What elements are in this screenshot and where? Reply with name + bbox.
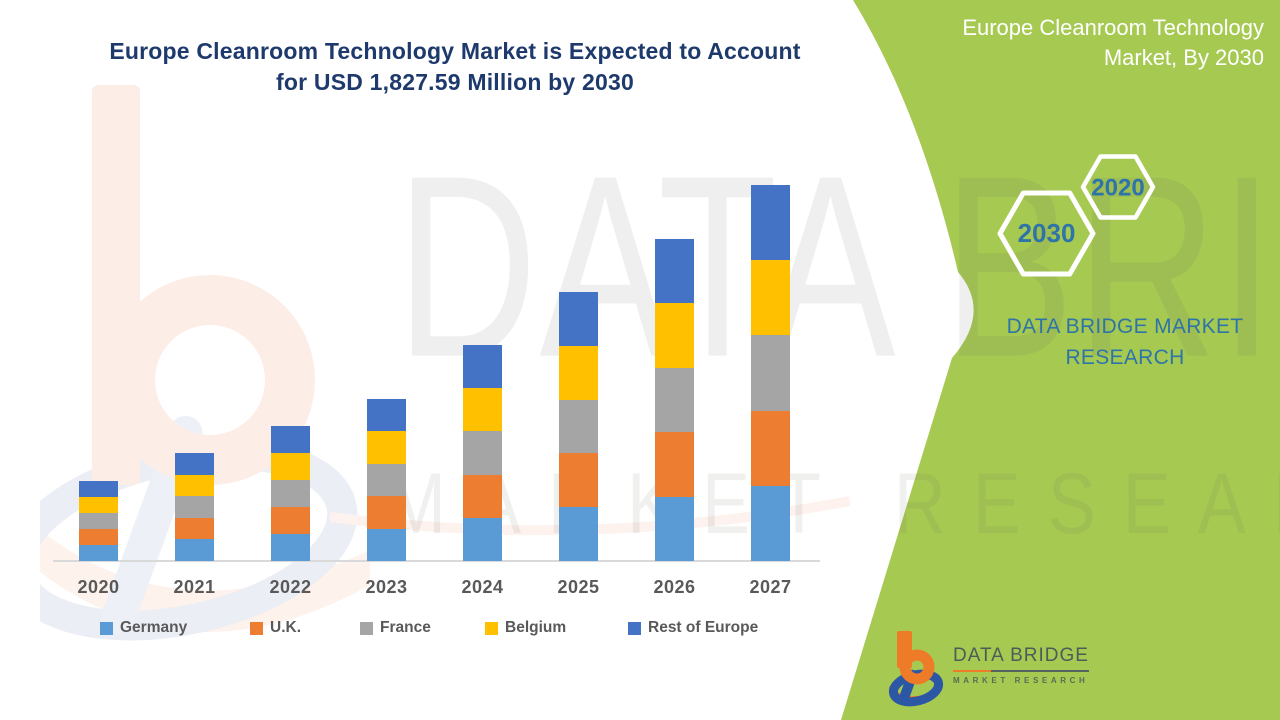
banner-title-line2: Market, By 2030: [1103, 45, 1264, 70]
banner-title: Europe Cleanroom Technology Market, By 2…: [834, 13, 1264, 73]
brand-text-line1: DATA BRIDGE MARKET: [1006, 315, 1244, 338]
brand-text-line2: RESEARCH: [1065, 346, 1185, 369]
year-hexagons: 2030 2020: [997, 154, 1156, 277]
watermark-text-line1: DATA BRIDGE: [396, 121, 1280, 412]
chart-title: Europe Cleanroom Technology Market is Ex…: [40, 36, 870, 98]
banner-title-line1: Europe Cleanroom Technology: [962, 15, 1264, 40]
hexagon-2020-label: 2020: [1091, 175, 1144, 202]
hexagon-2030-label: 2030: [1018, 218, 1076, 248]
brand-text-block: DATA BRIDGE MARKET RESEARCH: [980, 311, 1270, 373]
chart-title-line2: for USD 1,827.59 Million by 2030: [276, 69, 634, 95]
data-bridge-logo-mark: [888, 631, 944, 707]
data-bridge-logo: DATA BRIDGE MARKET RESEARCH: [886, 631, 1089, 707]
logo-name-text: DATA BRIDGE: [953, 645, 1089, 666]
watermark-text-line2: MARKET RESEARCH: [386, 456, 1280, 553]
chart-title-line1: Europe Cleanroom Technology Market is Ex…: [109, 38, 801, 64]
logo-rule: [953, 670, 1089, 672]
hexagon-2030: 2030: [997, 190, 1096, 277]
logo-tagline-text: MARKET RESEARCH: [953, 676, 1089, 685]
hexagon-2020: 2020: [1080, 154, 1156, 220]
